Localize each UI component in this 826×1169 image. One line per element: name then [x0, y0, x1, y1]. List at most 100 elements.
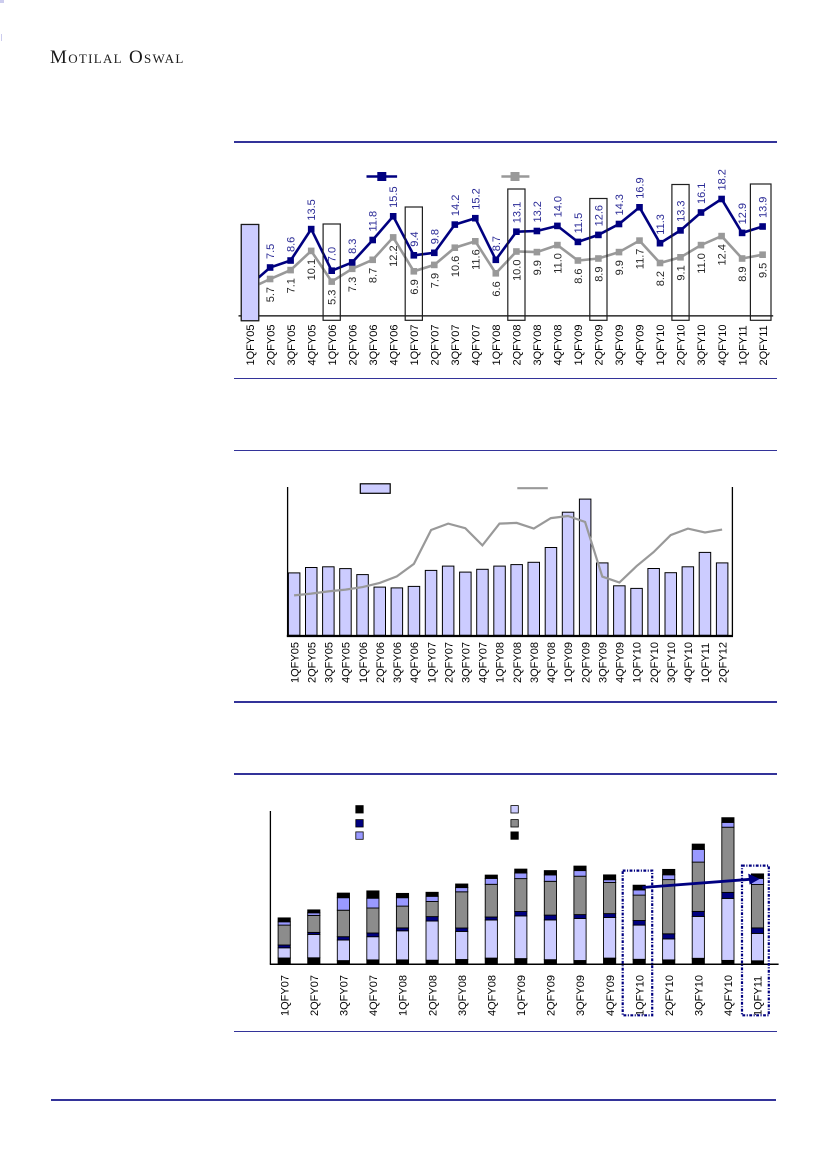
svg-text:16.1: 16.1 — [696, 183, 708, 204]
svg-text:1QFY08: 1QFY08 — [491, 325, 503, 366]
svg-text:7.0: 7.0 — [327, 247, 339, 262]
svg-text:2QFY06: 2QFY06 — [375, 642, 387, 683]
svg-text:4QFY07: 4QFY07 — [368, 975, 380, 1016]
svg-text:4QFY08: 4QFY08 — [487, 975, 499, 1016]
svg-text:4QFY05: 4QFY05 — [341, 642, 353, 683]
svg-text:3QFY07: 3QFY07 — [461, 642, 473, 683]
svg-text:1QFY09: 1QFY09 — [573, 325, 585, 366]
svg-text:2QFY05: 2QFY05 — [306, 642, 318, 683]
svg-text:8.6: 8.6 — [573, 269, 585, 284]
svg-text:8.2: 8.2 — [655, 271, 667, 286]
svg-text:1QFY05: 1QFY05 — [245, 325, 257, 366]
svg-text:2QFY07: 2QFY07 — [443, 642, 455, 683]
svg-text:8.9: 8.9 — [593, 267, 605, 282]
svg-text:9.8: 9.8 — [429, 229, 441, 244]
svg-text:1QFY10: 1QFY10 — [632, 642, 644, 683]
svg-text:4QFY10: 4QFY10 — [717, 325, 729, 366]
svg-text:4QFY10: 4QFY10 — [723, 975, 735, 1016]
svg-text:14.3: 14.3 — [614, 194, 626, 215]
svg-text:11.6: 11.6 — [470, 249, 482, 270]
svg-text:2QFY09: 2QFY09 — [580, 642, 592, 683]
svg-text:1QFY05: 1QFY05 — [289, 642, 301, 683]
svg-text:1QFY11: 1QFY11 — [737, 325, 749, 365]
svg-text:2QFY09: 2QFY09 — [594, 325, 606, 366]
svg-text:1QFY11: 1QFY11 — [753, 976, 765, 1016]
svg-text:4QFY08: 4QFY08 — [553, 325, 565, 366]
svg-text:4QFY09: 4QFY09 — [635, 325, 647, 366]
svg-text:3QFY06: 3QFY06 — [392, 642, 404, 683]
svg-text:2QFY08: 2QFY08 — [512, 325, 524, 366]
svg-text:6.9: 6.9 — [409, 279, 421, 294]
svg-text:1QFY09: 1QFY09 — [563, 642, 575, 683]
svg-text:7.3: 7.3 — [347, 277, 359, 292]
svg-text:1QFY06: 1QFY06 — [358, 642, 370, 683]
svg-text:8.7: 8.7 — [368, 268, 380, 283]
svg-text:14.0: 14.0 — [552, 196, 564, 217]
svg-text:16.9: 16.9 — [635, 177, 647, 198]
svg-text:1QFY10: 1QFY10 — [634, 975, 646, 1016]
svg-text:1QFY07: 1QFY07 — [426, 642, 438, 683]
svg-text:18.2: 18.2 — [717, 169, 729, 190]
svg-text:2QFY07: 2QFY07 — [430, 325, 442, 366]
svg-text:11.0: 11.0 — [552, 253, 564, 274]
svg-text:15.5: 15.5 — [388, 186, 400, 207]
svg-text:5.7: 5.7 — [265, 287, 277, 302]
svg-text:2QFY09: 2QFY09 — [546, 975, 558, 1016]
svg-text:3QFY10: 3QFY10 — [694, 975, 706, 1016]
svg-text:2QFY10: 2QFY10 — [676, 325, 688, 366]
svg-text:11.3: 11.3 — [655, 214, 667, 235]
svg-text:3QFY07: 3QFY07 — [450, 325, 462, 366]
svg-text:3QFY08: 3QFY08 — [457, 975, 469, 1016]
svg-text:4QFY10: 4QFY10 — [683, 642, 695, 683]
svg-text:15.2: 15.2 — [470, 188, 482, 209]
svg-text:9.5: 9.5 — [758, 263, 770, 278]
svg-text:10.1: 10.1 — [306, 259, 318, 280]
svg-text:7.5: 7.5 — [265, 244, 277, 259]
svg-text:13.1: 13.1 — [511, 202, 523, 223]
svg-text:1QFY08: 1QFY08 — [495, 642, 507, 683]
svg-text:4QFY06: 4QFY06 — [409, 642, 421, 683]
svg-text:9.4: 9.4 — [409, 232, 421, 247]
svg-text:12.9: 12.9 — [737, 203, 749, 224]
svg-text:13.2: 13.2 — [532, 201, 544, 222]
svg-text:1QFY07: 1QFY07 — [409, 325, 421, 366]
svg-text:8.6: 8.6 — [286, 237, 298, 252]
svg-text:1QFY09: 1QFY09 — [516, 975, 528, 1016]
svg-text:2QFY10: 2QFY10 — [664, 975, 676, 1016]
svg-text:9.9: 9.9 — [532, 260, 544, 275]
svg-text:11.0: 11.0 — [696, 253, 708, 274]
svg-text:2QFY08: 2QFY08 — [512, 642, 524, 683]
svg-text:3QFY09: 3QFY09 — [598, 642, 610, 683]
svg-text:8.3: 8.3 — [347, 239, 359, 254]
svg-text:1QFY10: 1QFY10 — [655, 325, 667, 366]
svg-text:3QFY07: 3QFY07 — [339, 975, 351, 1016]
svg-text:12.2: 12.2 — [388, 245, 400, 266]
svg-text:2QFY05: 2QFY05 — [265, 325, 277, 366]
svg-text:1QFY07: 1QFY07 — [279, 975, 291, 1016]
svg-text:13.9: 13.9 — [758, 197, 770, 218]
svg-text:3QFY10: 3QFY10 — [696, 325, 708, 366]
svg-text:3QFY05: 3QFY05 — [286, 325, 298, 366]
svg-text:12.6: 12.6 — [593, 205, 605, 226]
svg-text:10.6: 10.6 — [450, 256, 462, 277]
svg-text:6.6: 6.6 — [491, 281, 503, 296]
svg-text:11.8: 11.8 — [368, 211, 380, 232]
svg-text:8.9: 8.9 — [737, 267, 749, 282]
svg-text:2QFY06: 2QFY06 — [347, 325, 359, 366]
svg-text:3QFY09: 3QFY09 — [575, 975, 587, 1016]
svg-text:4QFY07: 4QFY07 — [478, 642, 490, 683]
svg-text:2QFY07: 2QFY07 — [309, 975, 321, 1016]
svg-text:2QFY10: 2QFY10 — [649, 642, 661, 683]
svg-text:2QFY12: 2QFY12 — [717, 642, 729, 683]
svg-text:3QFY09: 3QFY09 — [614, 325, 626, 366]
svg-text:9.9: 9.9 — [614, 260, 626, 275]
svg-text:13.5: 13.5 — [306, 199, 318, 220]
svg-text:3QFY06: 3QFY06 — [368, 325, 380, 366]
svg-text:3QFY05: 3QFY05 — [324, 642, 336, 683]
svg-text:4QFY09: 4QFY09 — [615, 642, 627, 683]
svg-text:2QFY11: 2QFY11 — [758, 325, 770, 365]
svg-text:10.0: 10.0 — [511, 260, 523, 281]
svg-text:12.4: 12.4 — [717, 244, 729, 265]
svg-text:4QFY05: 4QFY05 — [306, 325, 318, 366]
svg-text:3QFY10: 3QFY10 — [666, 642, 678, 683]
